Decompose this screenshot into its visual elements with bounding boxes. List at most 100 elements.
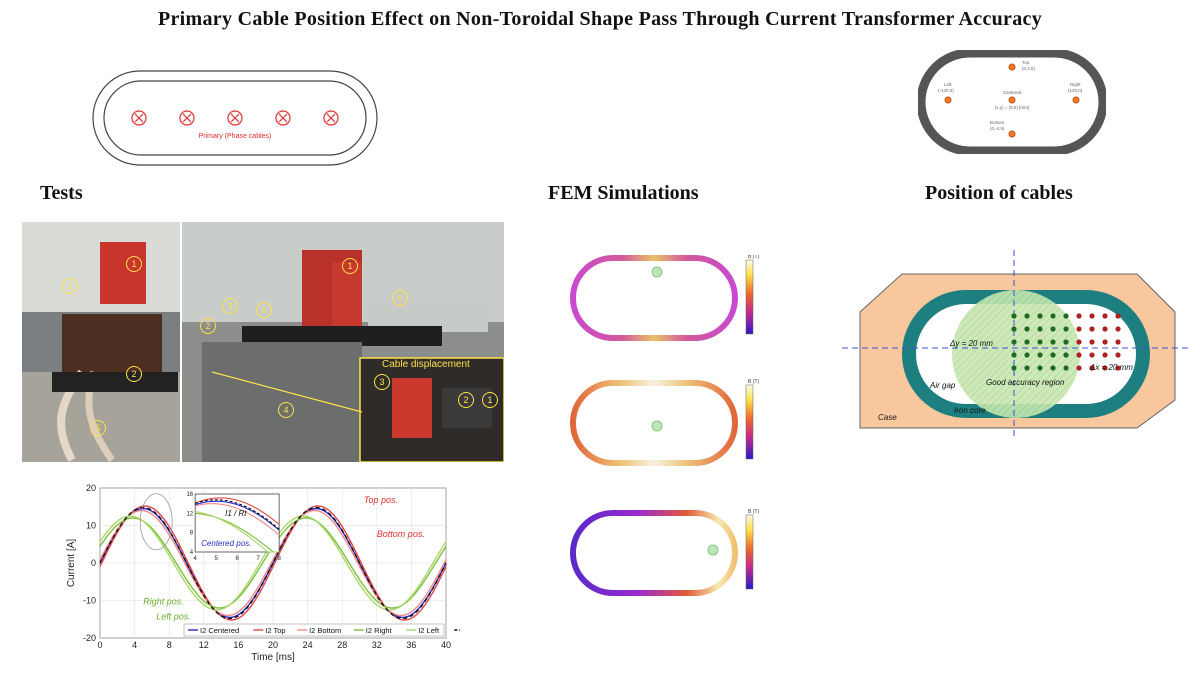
grid-dot-red	[1076, 313, 1082, 319]
grid-dot-red	[1102, 339, 1108, 345]
marker-5b: 5	[256, 302, 272, 318]
fem-cable-1	[651, 266, 663, 278]
grid-dot-green	[1037, 326, 1043, 332]
grid-dot-red	[1076, 326, 1082, 332]
grid-dot-green	[1011, 326, 1017, 332]
test-photo-left: 1 2 2 5	[22, 222, 180, 462]
fem-right-position: B (T)	[570, 509, 759, 596]
inset-x-tick: 4	[193, 556, 197, 562]
x-tick-label: 12	[199, 640, 209, 650]
right-dot	[1072, 96, 1080, 104]
marker-1b: 1	[342, 258, 358, 274]
x-tick-label: 8	[167, 640, 172, 650]
center-coord: (x,y) = (0,0) [mm]	[995, 105, 1029, 110]
grid-dot-green	[1063, 365, 1069, 371]
annotation-top: Top pos.	[364, 495, 398, 505]
grid-dot-green	[1037, 365, 1043, 371]
inset-x-tick: 7	[256, 556, 260, 562]
section-title-fem: FEM Simulations	[548, 182, 699, 204]
grid-dot-red	[1115, 365, 1121, 371]
ct-primary-diagram: Primary (Phase cables)	[92, 70, 378, 166]
cable-markers	[131, 110, 339, 126]
annotation-left: Left pos.	[156, 611, 191, 621]
inset-series-line	[195, 511, 280, 553]
inset-centered-label: Centered pos.	[201, 539, 251, 548]
grid-dot-red	[1076, 352, 1082, 358]
grid-dot-red	[1089, 365, 1095, 371]
grid-dot-red	[1115, 326, 1121, 332]
grid-dot-red	[1089, 352, 1095, 358]
grid-dot-red	[1115, 352, 1121, 358]
left-dot	[944, 96, 952, 104]
top-label: Top	[1022, 60, 1030, 65]
cable-cross	[326, 113, 336, 123]
marker-2: 2	[62, 278, 78, 294]
marker-5: 5	[90, 420, 106, 436]
inset-series-line	[195, 512, 280, 553]
grid-dot-red	[1115, 339, 1121, 345]
y-tick-label: 10	[86, 521, 96, 531]
marker-2c: 2	[200, 318, 216, 334]
grid-dot-red	[1102, 313, 1108, 319]
grid-dot-green	[1011, 352, 1017, 358]
colorbar-2	[745, 384, 754, 460]
cable-marker	[323, 110, 339, 126]
grid-dot-red	[1115, 313, 1121, 319]
left-coord: (-120,0)	[938, 88, 954, 93]
inset-x-tick: 5	[214, 556, 218, 562]
cable-circle	[131, 110, 147, 126]
x-tick-label: 32	[372, 640, 382, 650]
cable-cross	[134, 113, 144, 123]
x-tick-label: 40	[441, 640, 451, 650]
dx-label: Δx = 20 mm	[1089, 363, 1133, 372]
position-ring	[918, 50, 1106, 154]
inset-series-line	[195, 499, 280, 530]
right-label: Right	[1070, 82, 1081, 87]
colorbar-1	[745, 259, 754, 335]
grid-dot-green	[1063, 352, 1069, 358]
inset-y-tick: 12	[186, 511, 193, 517]
cable-region-diagram: Δy = 20 mm Δx = 20 mm Air gap Good accur…	[842, 250, 1190, 440]
marker-3: 3	[222, 298, 238, 314]
colorbar-label-2: B (T)	[748, 379, 759, 385]
ct-outer-outline	[92, 70, 378, 166]
marker-2d: 2	[458, 392, 474, 408]
y-axis-label: Current [A]	[66, 539, 77, 588]
inset-ratio-label: I1 / Rt	[225, 509, 247, 518]
position-diagram: Top (0,4.5) Left (-120,0) Centered (x,y)…	[918, 50, 1106, 154]
fem-core-1	[570, 255, 738, 341]
right-coord: (120,0)	[1068, 88, 1083, 93]
legend-label: I2 Top	[265, 626, 285, 635]
colorbar-3	[745, 514, 754, 590]
grid-dot-green	[1037, 352, 1043, 358]
marker-2b: 2	[126, 366, 142, 382]
cable-marker	[227, 110, 243, 126]
grid-dot-green	[1063, 326, 1069, 332]
inset-x-tick: 8	[277, 556, 281, 562]
x-tick-label: 16	[233, 640, 243, 650]
x-axis-label: Time [ms]	[251, 652, 295, 663]
fem-cable-2	[651, 420, 663, 432]
x-tick-label: 0	[97, 640, 102, 650]
grid-dot-red	[1076, 365, 1082, 371]
grid-dot-green	[1063, 339, 1069, 345]
section-title-tests: Tests	[40, 182, 83, 204]
cable-cross	[182, 113, 192, 123]
air-gap-label: Air gap	[929, 381, 956, 390]
legend-box	[183, 623, 445, 637]
marker-3b: 3	[374, 374, 390, 390]
left-label: Left	[944, 82, 952, 87]
grid-dot-green	[1050, 352, 1056, 358]
marker-1: 1	[126, 256, 142, 272]
x-tick-label: 4	[132, 640, 137, 650]
marker-6: 6	[392, 290, 408, 306]
grid-dot-red	[1089, 326, 1095, 332]
grid-dot-green	[1063, 313, 1069, 319]
ct-inner-outline	[103, 80, 367, 156]
top-coord: (0,4.5)	[1022, 66, 1036, 71]
inset-series-line	[195, 500, 280, 531]
grid-dot-red	[1089, 313, 1095, 319]
grid-dot-green	[1024, 339, 1030, 345]
grid-dot-green	[1024, 352, 1030, 358]
cable-marker	[179, 110, 195, 126]
